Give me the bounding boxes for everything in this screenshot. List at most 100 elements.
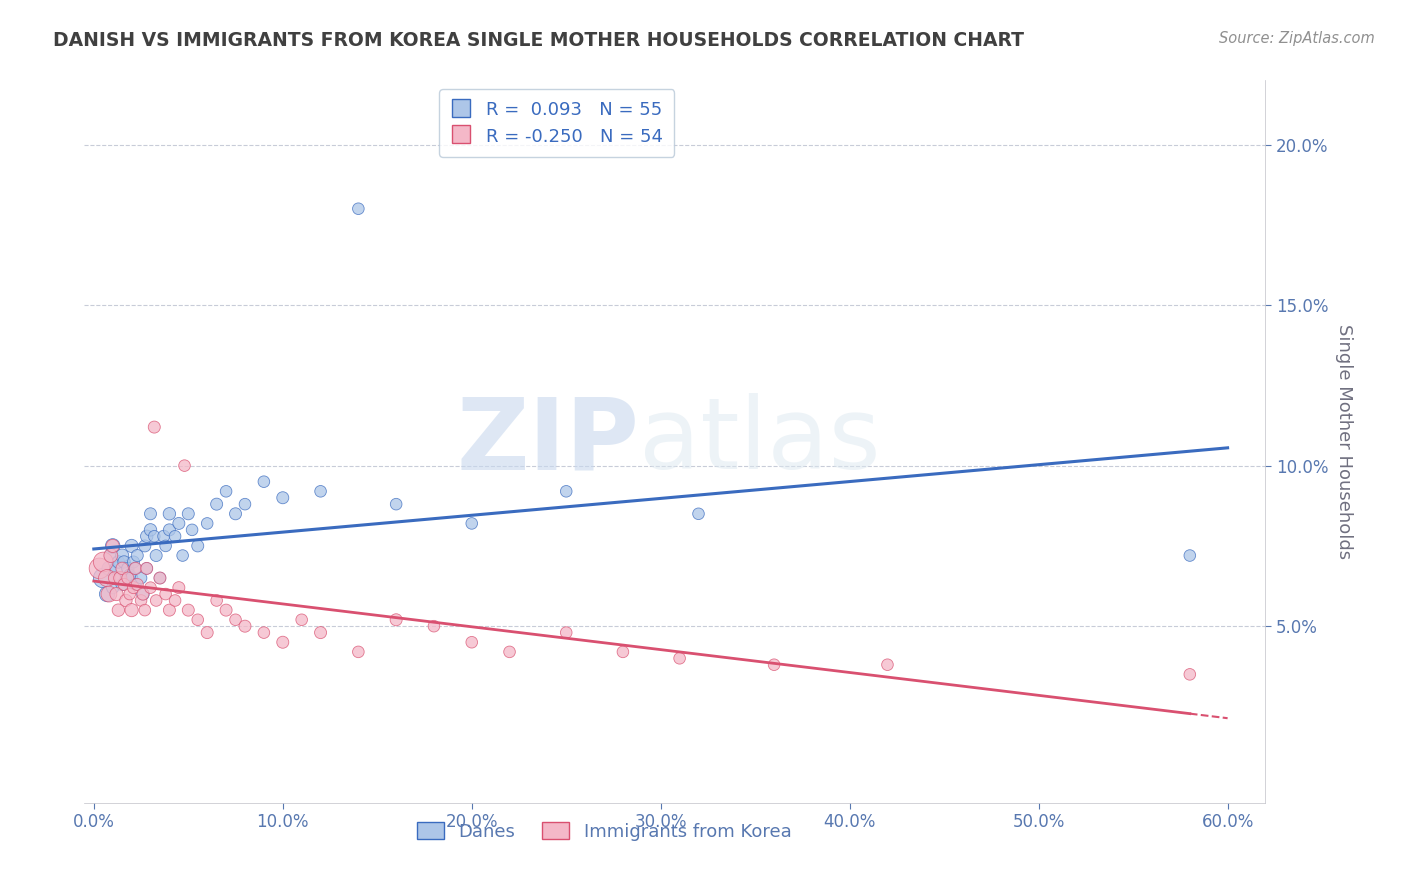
Point [876,657,898,672]
Point [1178,667,1201,681]
Point [215,484,238,499]
Point [309,484,332,499]
Point [172,549,194,563]
Point [97,587,120,601]
Point [167,581,190,595]
Point [612,645,634,659]
Point [100,549,122,563]
Point [139,523,162,537]
Point [101,539,124,553]
Point [177,603,200,617]
Point [104,571,127,585]
Point [555,625,578,640]
Point [139,507,162,521]
Point [177,507,200,521]
Point [91,571,114,585]
Point [121,571,143,585]
Point [105,561,128,575]
Point [96,587,118,601]
Point [129,593,152,607]
Point [143,420,166,434]
Point [117,561,139,575]
Point [271,635,294,649]
Text: atlas: atlas [640,393,882,490]
Point [115,593,138,607]
Point [135,529,157,543]
Point [127,577,149,591]
Point [155,587,177,601]
Point [124,561,146,575]
Point [181,523,204,537]
Point [157,507,180,521]
Point [291,613,314,627]
Point [385,497,408,511]
Point [309,625,332,640]
Point [112,577,135,591]
Point [135,561,157,575]
Point [89,561,111,575]
Point [385,613,408,627]
Point [110,571,132,585]
Point [132,587,155,601]
Point [195,516,218,531]
Point [135,561,157,575]
Point [461,635,484,649]
Point [117,571,139,585]
Point [173,458,195,473]
Point [96,571,118,585]
Point [127,549,149,563]
Point [167,516,190,531]
Point [112,555,135,569]
Point [165,593,187,607]
Point [111,561,134,575]
Point [124,561,146,575]
Point [215,603,238,617]
Text: Source: ZipAtlas.com: Source: ZipAtlas.com [1219,31,1375,46]
Point [107,555,129,569]
Point [763,657,786,672]
Point [107,603,129,617]
Point [132,587,155,601]
Point [101,581,124,595]
Point [225,613,247,627]
Point [111,577,134,591]
Point [253,475,276,489]
Y-axis label: Single Mother Households: Single Mother Households [1336,324,1354,559]
Point [134,603,156,617]
Point [118,567,141,582]
Point [152,529,174,543]
Point [205,593,228,607]
Point [121,603,143,617]
Point [555,484,578,499]
Point [225,507,247,521]
Point [129,571,152,585]
Point [195,625,218,640]
Point [149,571,172,585]
Point [134,539,156,553]
Point [187,539,209,553]
Point [139,581,162,595]
Point [122,555,145,569]
Point [111,549,134,563]
Point [688,507,710,521]
Point [101,539,124,553]
Legend: Danes, Immigrants from Korea: Danes, Immigrants from Korea [409,815,799,848]
Point [115,571,138,585]
Point [233,497,256,511]
Point [461,516,484,531]
Point [145,549,167,563]
Point [498,645,520,659]
Point [155,539,177,553]
Point [271,491,294,505]
Point [187,613,209,627]
Text: DANISH VS IMMIGRANTS FROM KOREA SINGLE MOTHER HOUSEHOLDS CORRELATION CHART: DANISH VS IMMIGRANTS FROM KOREA SINGLE M… [53,31,1025,50]
Point [423,619,446,633]
Point [118,587,141,601]
Point [105,587,128,601]
Point [121,539,143,553]
Point [157,523,180,537]
Point [97,561,120,575]
Point [91,555,114,569]
Point [205,497,228,511]
Point [124,577,146,591]
